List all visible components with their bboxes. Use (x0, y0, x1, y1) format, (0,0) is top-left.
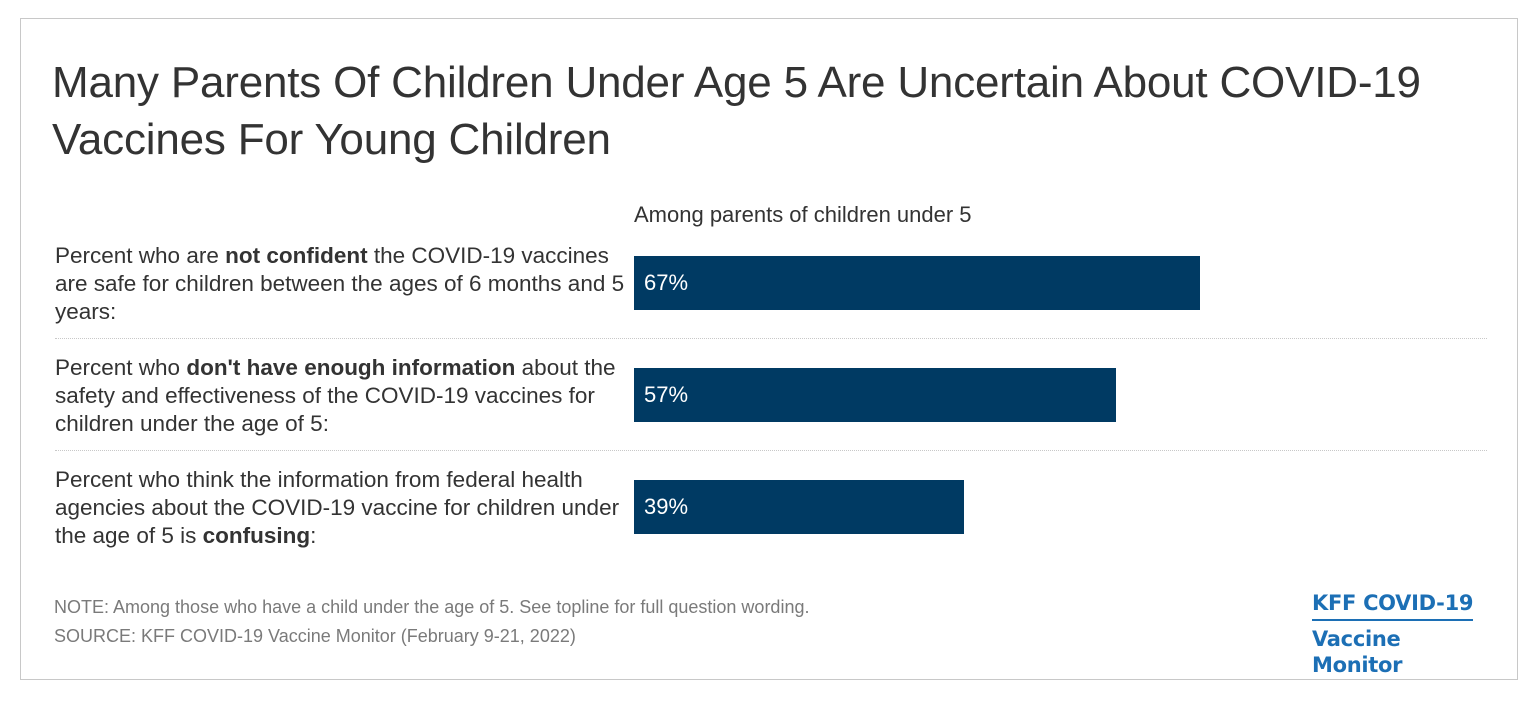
chart-subtitle: Among parents of children under 5 (634, 202, 972, 227)
category-label-1-part-1: Percent who are (55, 243, 226, 268)
bar-value-label-2: 57% (644, 382, 689, 407)
category-label-3-part-2: confusing (202, 523, 311, 548)
logo-line-2: Vaccine Monitor (1312, 627, 1403, 677)
category-label-1: Percent who are not confident the COVID-… (55, 242, 630, 326)
bar-2 (634, 368, 1116, 422)
category-label-1-part-3: the COVID-19 vaccines are safe for child… (55, 243, 625, 324)
footnote-source: SOURCE: KFF COVID-19 Vaccine Monitor (Fe… (54, 626, 576, 646)
category-label-3: Percent who think the information from f… (55, 466, 630, 550)
chart-frame (20, 18, 1518, 680)
row-divider-2 (55, 450, 1487, 451)
category-label-2-part-3: about the safety and effectiveness of th… (55, 355, 616, 436)
category-label-3-part-3: : (310, 523, 317, 548)
kff-logo: KFF COVID-19 Vaccine Monitor (1312, 590, 1492, 678)
category-label-1-part-2: not confident (225, 243, 368, 268)
chart-title: Many Parents Of Children Under Age 5 Are… (52, 58, 1421, 164)
bar-1 (634, 256, 1201, 310)
bar-value-label-1: 67% (644, 270, 689, 295)
row-divider-1 (55, 338, 1487, 339)
logo-line-1: KFF COVID-19 (1312, 590, 1474, 621)
bar-3 (634, 480, 964, 534)
category-label-2-part-1: Percent who (55, 355, 187, 380)
category-label-2-part-2: don't have enough information (186, 355, 516, 380)
category-label-3-part-1: Percent who think the information from f… (55, 467, 620, 548)
footnote-note: NOTE: Among those who have a child under… (54, 597, 810, 617)
bar-value-label-3: 39% (644, 494, 689, 519)
category-label-2: Percent who don't have enough informatio… (55, 354, 630, 438)
